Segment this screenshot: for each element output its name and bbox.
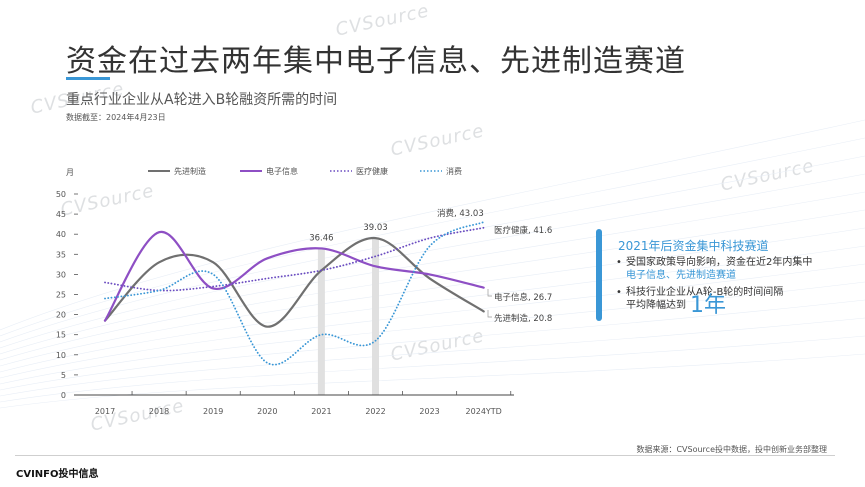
chart-legend: 先进制造 电子信息 医疗健康 消费: [148, 166, 462, 176]
svg-text:2019: 2019: [203, 407, 223, 416]
svg-text:2022: 2022: [365, 407, 385, 416]
svg-text:15: 15: [56, 331, 66, 340]
highlight-number: 1年: [690, 293, 726, 318]
svg-text:消费, 43.03: 消费, 43.03: [437, 208, 484, 219]
highlight-bars: 36.46 39.03: [309, 223, 388, 395]
callout-bullet-2: • 科技行业企业从A轮-B轮的时间间隔 平均降幅达到 1年: [616, 287, 784, 318]
bullet-icon: •: [616, 257, 622, 268]
svg-text:0: 0: [61, 391, 66, 400]
svg-text:先进制造, 20.8: 先进制造, 20.8: [494, 313, 552, 324]
svg-text:40: 40: [56, 230, 66, 239]
brand-logo: CVINFO投中信息: [16, 469, 99, 480]
callout-bullet-1: • 受国家政策导向影响，资金在近2年内集中 电子信息、先进制造赛道: [616, 257, 813, 281]
svg-text:2018: 2018: [149, 407, 169, 416]
background-decoration: [0, 119, 865, 409]
svg-text:45: 45: [56, 210, 66, 219]
callout-title: 2021年后资金集中科技赛道: [618, 239, 769, 253]
svg-text:25: 25: [56, 291, 66, 300]
svg-text:消费: 消费: [446, 166, 462, 176]
svg-text:20: 20: [56, 311, 66, 320]
svg-text:35: 35: [56, 250, 66, 259]
svg-text:医疗健康, 41.6: 医疗健康, 41.6: [494, 225, 552, 236]
svg-text:10: 10: [56, 351, 66, 360]
svg-text:2024YTD: 2024YTD: [466, 407, 502, 416]
highlight-text: 电子信息、先进制造赛道: [626, 270, 736, 281]
callout-accent-bar: [596, 229, 602, 321]
date-note: 数据截至：2024年4月23日: [66, 113, 166, 122]
svg-text:2023: 2023: [419, 407, 439, 416]
bullet-icon: •: [616, 287, 622, 298]
y-axis: 0 5 10 15 20 25 30 35 40 45 50: [56, 190, 78, 400]
svg-text:30: 30: [56, 270, 66, 279]
x-axis: 2017 2018 2019 2020 2021 2022 2023 2024YTD: [74, 391, 514, 416]
svg-text:39.03: 39.03: [363, 223, 387, 233]
footer-divider: [15, 455, 835, 456]
svg-text:电子信息: 电子信息: [266, 166, 298, 176]
svg-text:医疗健康: 医疗健康: [356, 166, 388, 176]
data-source: 数据来源：CVSource投中数据，投中创新业务部整理: [636, 445, 827, 454]
svg-text:2017: 2017: [95, 407, 115, 416]
svg-text:2021: 2021: [311, 407, 331, 416]
svg-text:36.46: 36.46: [309, 233, 333, 243]
chart-subtitle: 重点行业企业从A轮进入B轮融资所需的时间: [66, 92, 338, 108]
svg-text:5: 5: [61, 371, 66, 380]
page-title: 资金在过去两年集中电子信息、先进制造赛道: [66, 44, 686, 79]
svg-text:电子信息, 26.7: 电子信息, 26.7: [494, 292, 552, 303]
y-axis-unit: 月: [66, 168, 74, 177]
series-lines: [103, 221, 485, 366]
svg-text:先进制造: 先进制造: [174, 166, 206, 176]
insight-callout: 2021年后资金集中科技赛道 • 受国家政策导向影响，资金在近2年内集中 电子信息…: [596, 229, 836, 321]
data-labels: 消费, 43.03 医疗健康, 41.6 电子信息, 26.7 先进制造, 20.8: [437, 208, 552, 324]
title-underline: [66, 77, 110, 80]
svg-text:2020: 2020: [257, 407, 277, 416]
svg-text:50: 50: [56, 190, 66, 199]
